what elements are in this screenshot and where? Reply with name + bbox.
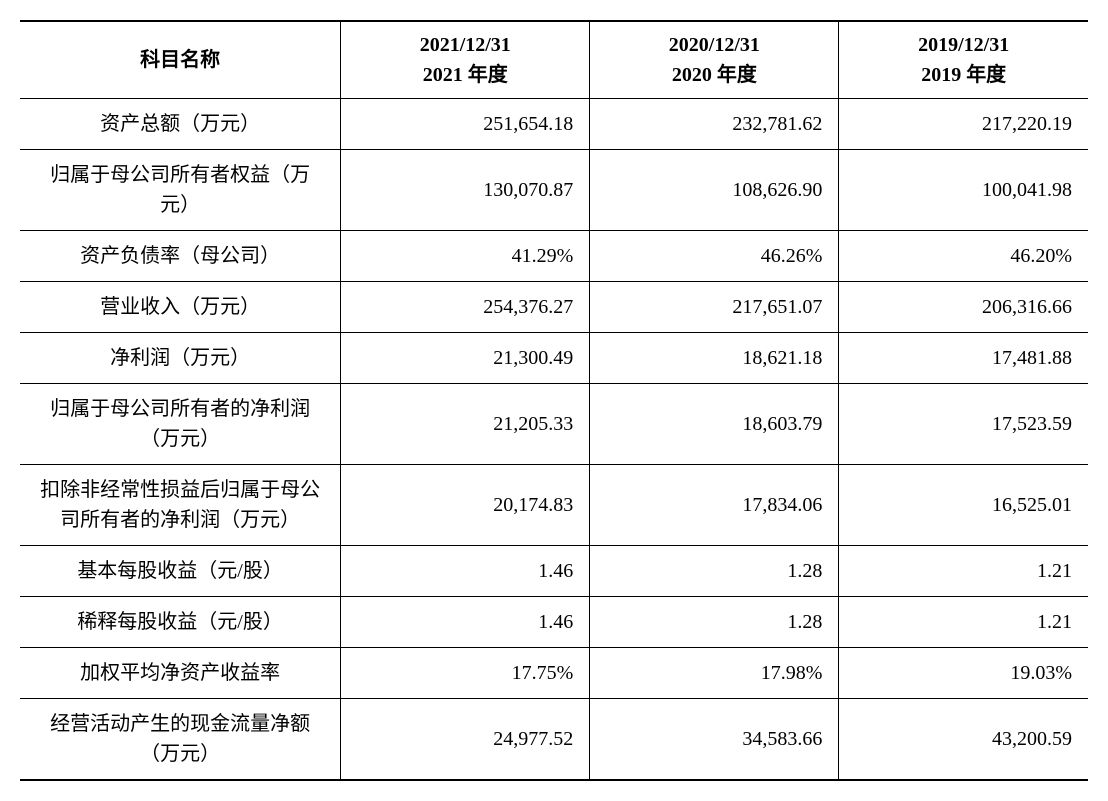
table-row: 扣除非经常性损益后归属于母公司所有者的净利润（万元） 20,174.83 17,… [20,465,1088,546]
row-label: 归属于母公司所有者的净利润（万元） [20,384,341,465]
row-value-2019: 19.03% [839,648,1088,699]
financial-table-container: 科目名称 2021/12/31 2021 年度 2020/12/31 2020 … [20,20,1088,781]
row-value-2021: 21,205.33 [341,384,590,465]
header-date: 2020/12/31 [602,30,826,60]
row-value-2020: 217,651.07 [590,282,839,333]
row-value-2019: 1.21 [839,597,1088,648]
row-value-2019: 16,525.01 [839,465,1088,546]
row-value-2020: 17.98% [590,648,839,699]
table-body: 资产总额（万元） 251,654.18 232,781.62 217,220.1… [20,99,1088,781]
row-value-2021: 21,300.49 [341,333,590,384]
row-label: 净利润（万元） [20,333,341,384]
header-2020: 2020/12/31 2020 年度 [590,21,839,99]
header-year: 2019 年度 [851,60,1076,90]
header-2021: 2021/12/31 2021 年度 [341,21,590,99]
row-value-2021: 130,070.87 [341,150,590,231]
table-row: 净利润（万元） 21,300.49 18,621.18 17,481.88 [20,333,1088,384]
row-value-2019: 17,523.59 [839,384,1088,465]
row-value-2019: 17,481.88 [839,333,1088,384]
header-year: 2020 年度 [602,60,826,90]
row-value-2019: 46.20% [839,231,1088,282]
row-value-2019: 1.21 [839,546,1088,597]
table-row: 经营活动产生的现金流量净额（万元） 24,977.52 34,583.66 43… [20,699,1088,781]
row-label: 扣除非经常性损益后归属于母公司所有者的净利润（万元） [20,465,341,546]
row-label: 资产总额（万元） [20,99,341,150]
header-2019: 2019/12/31 2019 年度 [839,21,1088,99]
row-value-2019: 100,041.98 [839,150,1088,231]
row-value-2020: 17,834.06 [590,465,839,546]
row-value-2019: 217,220.19 [839,99,1088,150]
table-row: 基本每股收益（元/股） 1.46 1.28 1.21 [20,546,1088,597]
row-value-2021: 17.75% [341,648,590,699]
table-row: 归属于母公司所有者权益（万元） 130,070.87 108,626.90 10… [20,150,1088,231]
row-value-2021: 41.29% [341,231,590,282]
financial-table: 科目名称 2021/12/31 2021 年度 2020/12/31 2020 … [20,20,1088,781]
row-value-2021: 1.46 [341,546,590,597]
row-value-2020: 46.26% [590,231,839,282]
row-value-2021: 254,376.27 [341,282,590,333]
row-value-2021: 20,174.83 [341,465,590,546]
row-value-2020: 108,626.90 [590,150,839,231]
table-row: 加权平均净资产收益率 17.75% 17.98% 19.03% [20,648,1088,699]
row-value-2020: 34,583.66 [590,699,839,781]
row-label: 营业收入（万元） [20,282,341,333]
header-item-name: 科目名称 [20,21,341,99]
row-value-2020: 1.28 [590,597,839,648]
table-row: 资产总额（万元） 251,654.18 232,781.62 217,220.1… [20,99,1088,150]
row-value-2020: 1.28 [590,546,839,597]
row-value-2021: 1.46 [341,597,590,648]
table-row: 资产负债率（母公司） 41.29% 46.26% 46.20% [20,231,1088,282]
row-label: 经营活动产生的现金流量净额（万元） [20,699,341,781]
row-value-2019: 206,316.66 [839,282,1088,333]
table-row: 营业收入（万元） 254,376.27 217,651.07 206,316.6… [20,282,1088,333]
row-value-2020: 18,603.79 [590,384,839,465]
row-value-2021: 251,654.18 [341,99,590,150]
header-year: 2021 年度 [353,60,577,90]
row-value-2019: 43,200.59 [839,699,1088,781]
header-date: 2019/12/31 [851,30,1076,60]
row-value-2020: 232,781.62 [590,99,839,150]
table-row: 归属于母公司所有者的净利润（万元） 21,205.33 18,603.79 17… [20,384,1088,465]
row-label: 基本每股收益（元/股） [20,546,341,597]
header-date: 2021/12/31 [353,30,577,60]
row-label: 稀释每股收益（元/股） [20,597,341,648]
table-header-row: 科目名称 2021/12/31 2021 年度 2020/12/31 2020 … [20,21,1088,99]
row-label: 加权平均净资产收益率 [20,648,341,699]
row-label: 归属于母公司所有者权益（万元） [20,150,341,231]
header-label: 科目名称 [32,45,328,75]
row-value-2021: 24,977.52 [341,699,590,781]
row-label: 资产负债率（母公司） [20,231,341,282]
table-row: 稀释每股收益（元/股） 1.46 1.28 1.21 [20,597,1088,648]
row-value-2020: 18,621.18 [590,333,839,384]
